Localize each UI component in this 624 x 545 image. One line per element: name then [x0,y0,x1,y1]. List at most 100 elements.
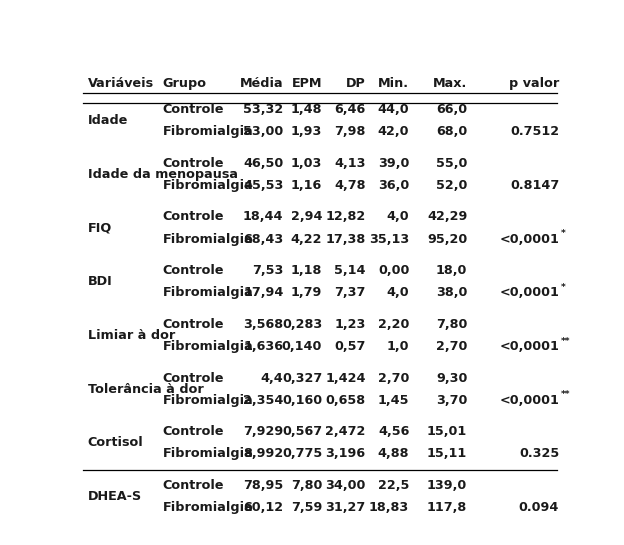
Text: 1,48: 1,48 [291,103,322,116]
Text: 4,56: 4,56 [378,425,409,438]
Text: 7,37: 7,37 [334,286,366,299]
Text: 3,70: 3,70 [436,394,467,407]
Text: Controle: Controle [163,210,224,223]
Text: 1,16: 1,16 [291,179,322,192]
Text: Min.: Min. [378,77,409,90]
Text: 15,11: 15,11 [427,447,467,461]
Text: Limiar à dor: Limiar à dor [87,329,175,342]
Text: Fibromialgia: Fibromialgia [163,394,253,407]
Text: Cortisol: Cortisol [87,437,144,450]
Text: 39,0: 39,0 [378,156,409,169]
Text: 4,88: 4,88 [378,447,409,461]
Text: Fibromialgia: Fibromialgia [163,340,253,353]
Text: 0,658: 0,658 [326,394,366,407]
Text: FIQ: FIQ [87,221,112,234]
Text: 34,00: 34,00 [325,479,366,492]
Text: EPM: EPM [291,77,322,90]
Text: 0,160: 0,160 [282,394,322,407]
Text: 3,568: 3,568 [243,318,283,331]
Text: 0.325: 0.325 [519,447,559,461]
Text: 1,424: 1,424 [325,372,366,385]
Text: 22,5: 22,5 [378,479,409,492]
Text: <0,0001: <0,0001 [499,340,559,353]
Text: 18,0: 18,0 [436,264,467,277]
Text: 53,00: 53,00 [243,125,283,138]
Text: 12,82: 12,82 [326,210,366,223]
Text: 53,32: 53,32 [243,103,283,116]
Text: 0,283: 0,283 [282,318,322,331]
Text: 31,27: 31,27 [326,501,366,514]
Text: 0,140: 0,140 [282,340,322,353]
Text: *: * [560,283,565,292]
Text: 1,0: 1,0 [387,340,409,353]
Text: 0,327: 0,327 [282,372,322,385]
Text: Fibromialgia: Fibromialgia [163,286,253,299]
Text: *: * [560,229,565,238]
Text: Fibromialgia: Fibromialgia [163,501,253,514]
Text: 60,12: 60,12 [243,501,283,514]
Text: 68,43: 68,43 [243,233,283,246]
Text: 18,44: 18,44 [243,210,283,223]
Text: Controle: Controle [163,318,224,331]
Text: 2,70: 2,70 [436,340,467,353]
Text: 68,0: 68,0 [436,125,467,138]
Text: **: ** [560,390,570,399]
Text: 0.8147: 0.8147 [510,179,559,192]
Text: 4,4: 4,4 [261,372,283,385]
Text: 36,0: 36,0 [378,179,409,192]
Text: **: ** [560,337,570,346]
Text: Grupo: Grupo [163,77,207,90]
Text: 5,14: 5,14 [334,264,366,277]
Text: 2,472: 2,472 [325,425,366,438]
Text: 3,196: 3,196 [326,447,366,461]
Text: 66,0: 66,0 [436,103,467,116]
Text: 42,29: 42,29 [427,210,467,223]
Text: 1,79: 1,79 [291,286,322,299]
Text: <0,0001: <0,0001 [499,394,559,407]
Text: 17,38: 17,38 [326,233,366,246]
Text: <0,0001: <0,0001 [499,286,559,299]
Text: p valor: p valor [509,77,559,90]
Text: 42,0: 42,0 [378,125,409,138]
Text: Tolerância à dor: Tolerância à dor [87,383,203,396]
Text: 38,0: 38,0 [436,286,467,299]
Text: DHEA-S: DHEA-S [87,490,142,503]
Text: 52,0: 52,0 [436,179,467,192]
Text: 2,20: 2,20 [378,318,409,331]
Text: 45,53: 45,53 [243,179,283,192]
Text: Variáveis: Variáveis [87,77,154,90]
Text: 1,93: 1,93 [291,125,322,138]
Text: Max.: Max. [433,77,467,90]
Text: 139,0: 139,0 [427,479,467,492]
Text: 2,94: 2,94 [291,210,322,223]
Text: 4,0: 4,0 [387,286,409,299]
Text: Controle: Controle [163,156,224,169]
Text: Controle: Controle [163,264,224,277]
Text: DP: DP [346,77,366,90]
Text: 18,83: 18,83 [369,501,409,514]
Text: 4,13: 4,13 [334,156,366,169]
Text: 7,929: 7,929 [243,425,283,438]
Text: Idade: Idade [87,114,128,127]
Text: 7,59: 7,59 [291,501,322,514]
Text: Fibromialgia: Fibromialgia [163,179,253,192]
Text: 0.094: 0.094 [519,501,559,514]
Text: 55,0: 55,0 [436,156,467,169]
Text: 6,46: 6,46 [334,103,366,116]
Text: Controle: Controle [163,479,224,492]
Text: 117,8: 117,8 [427,501,467,514]
Text: 0,567: 0,567 [282,425,322,438]
Text: Controle: Controle [163,425,224,438]
Text: 1,18: 1,18 [291,264,322,277]
Text: Controle: Controle [163,372,224,385]
Text: Fibromialgia: Fibromialgia [163,125,253,138]
Text: Média: Média [240,77,283,90]
Text: BDI: BDI [87,275,112,288]
Text: 17,94: 17,94 [243,286,283,299]
Text: 4,78: 4,78 [334,179,366,192]
Text: 2,354: 2,354 [243,394,283,407]
Text: 2,70: 2,70 [378,372,409,385]
Text: 9,30: 9,30 [436,372,467,385]
Text: 0,775: 0,775 [282,447,322,461]
Text: 7,80: 7,80 [436,318,467,331]
